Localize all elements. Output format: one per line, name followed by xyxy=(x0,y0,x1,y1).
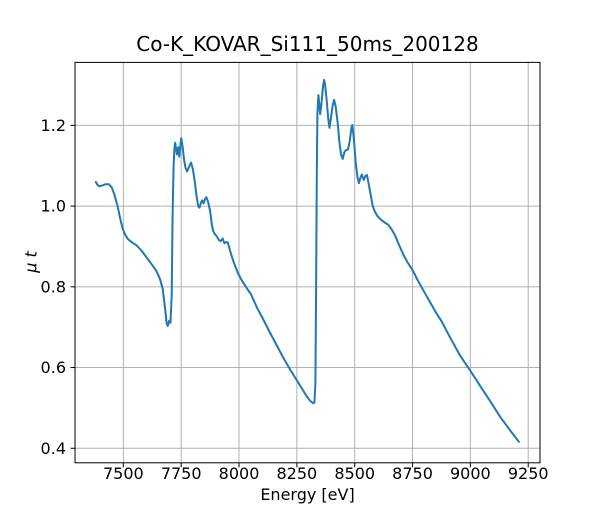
x-tick-label: 8250 xyxy=(276,464,317,483)
x-tick-label: 8000 xyxy=(219,464,260,483)
y-tick-label: 1.2 xyxy=(41,116,66,135)
data-line xyxy=(94,78,520,443)
y-tick-label: 0.4 xyxy=(41,439,66,458)
x-tick-label: 7750 xyxy=(161,464,202,483)
y-tick-label: 0.6 xyxy=(41,358,66,377)
x-axis-label: Energy [eV] xyxy=(75,486,540,504)
x-tick-label: 8750 xyxy=(392,464,433,483)
x-tick-label: 7500 xyxy=(103,464,144,483)
chart-title: Co-K_KOVAR_Si111_50ms_200128 xyxy=(136,32,479,56)
y-tick-label: 1.0 xyxy=(41,197,66,216)
x-tick-label: 9000 xyxy=(450,464,491,483)
y-tick-label: 0.8 xyxy=(41,277,66,296)
x-tick-label: 8500 xyxy=(334,464,375,483)
x-axis-label-text: Energy [eV] xyxy=(260,485,355,504)
plot-border xyxy=(74,61,541,464)
x-tick-label: 9250 xyxy=(508,464,549,483)
y-axis-label-text: μ t xyxy=(21,251,41,273)
